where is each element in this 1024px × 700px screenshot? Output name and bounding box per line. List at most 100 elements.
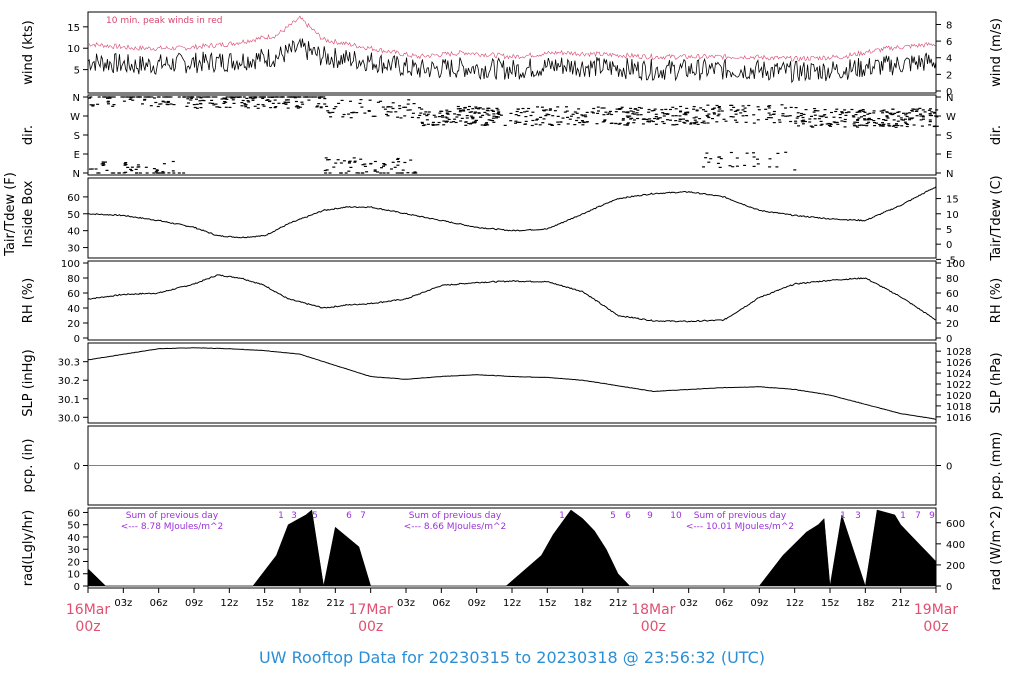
dir-mark: [741, 109, 745, 111]
dir-mark: [369, 163, 373, 165]
dir-mark: [478, 107, 482, 109]
dir-mark: [541, 122, 545, 124]
right-tick-label-slp: 1022: [946, 380, 971, 391]
dir-mark: [796, 112, 800, 114]
dir-mark: [286, 96, 290, 98]
dir-mark: [253, 97, 257, 99]
dir-mark: [881, 125, 885, 127]
dir-mark: [872, 112, 876, 114]
dir-mark: [90, 168, 94, 170]
dir-mark: [575, 119, 579, 122]
dir-mark: [521, 107, 525, 110]
dir-mark: [928, 119, 932, 121]
dir-mark: [778, 121, 782, 123]
dir-mark: [342, 160, 346, 162]
dir-mark: [128, 98, 132, 100]
dir-mark: [800, 112, 803, 115]
dir-mark: [885, 116, 889, 118]
dir-mark: [908, 117, 911, 119]
dir-mark: [296, 106, 300, 108]
dir-mark: [197, 96, 201, 98]
dir-mark: [636, 109, 640, 111]
dir-mark: [904, 118, 907, 120]
dir-mark: [702, 109, 705, 111]
dir-mark: [718, 106, 721, 108]
x-date-label-hour: 00z: [358, 619, 383, 635]
dir-mark: [189, 99, 193, 101]
dir-mark: [713, 107, 716, 109]
dir-mark: [646, 120, 650, 122]
dir-mark: [788, 115, 792, 117]
dir-mark: [156, 172, 160, 174]
dir-mark: [425, 115, 429, 117]
dir-mark: [470, 122, 474, 124]
dir-mark: [419, 112, 423, 114]
dir-mark: [150, 96, 154, 98]
dir-mark: [550, 124, 554, 126]
dir-mark: [120, 96, 124, 98]
dir-mark: [310, 96, 313, 98]
dir-mark: [485, 122, 489, 124]
dir-mark: [795, 117, 799, 119]
dir-mark: [394, 111, 398, 113]
dir-mark: [865, 125, 869, 127]
dir-mark: [548, 123, 551, 125]
x-tick-label: 15z: [821, 598, 839, 609]
dir-mark: [565, 106, 568, 108]
dir-mark: [503, 124, 507, 126]
dir-mark: [416, 117, 420, 119]
dir-mark: [637, 106, 641, 109]
dir-mark: [88, 168, 92, 170]
dir-mark: [212, 104, 216, 106]
x-tick-label: 09z: [185, 598, 203, 609]
dir-mark: [490, 109, 494, 111]
dir-mark: [277, 102, 281, 104]
dir-mark: [283, 101, 287, 103]
right-axis-label-wind: wind (m/s): [989, 18, 1004, 87]
dir-mark: [485, 109, 489, 111]
rad-hour-mark: 3: [291, 511, 297, 521]
dir-mark: [458, 114, 462, 116]
right-tick-label-temp: 15: [946, 195, 959, 206]
dir-mark: [97, 96, 101, 98]
dir-mark: [640, 107, 643, 109]
dir-mark: [437, 121, 441, 124]
dir-mark: [841, 112, 844, 114]
dir-mark: [112, 96, 116, 98]
dir-mark: [671, 106, 675, 108]
dir-mark: [818, 115, 822, 117]
dir-mark: [246, 107, 250, 109]
dir-mark: [632, 119, 636, 121]
dir-mark: [906, 123, 910, 125]
dir-mark: [912, 124, 916, 126]
dir-mark: [389, 106, 393, 108]
dir-mark: [339, 162, 343, 164]
dir-mark: [692, 106, 696, 108]
x-date-label-hour: 00z: [923, 619, 948, 635]
dir-mark: [491, 117, 495, 119]
dir-mark: [592, 112, 595, 114]
dir-mark: [177, 96, 181, 98]
dir-mark: [654, 116, 658, 118]
dir-mark: [141, 103, 144, 105]
dir-mark: [130, 96, 133, 98]
dir-mark: [355, 112, 359, 114]
dir-mark: [731, 166, 735, 168]
dir-mark: [295, 105, 299, 107]
rad-hour-mark: 9: [929, 511, 935, 521]
dir-mark: [514, 120, 518, 122]
dir-mark: [928, 124, 932, 126]
dir-mark: [195, 98, 198, 100]
dir-mark: [431, 121, 435, 123]
dir-mark: [473, 122, 476, 124]
dir-mark: [669, 108, 672, 111]
dir-mark: [840, 120, 844, 122]
left-tick-label-slp: 30.1: [58, 395, 80, 406]
dir-mark: [198, 100, 202, 102]
dir-mark: [835, 108, 839, 110]
dir-mark: [296, 107, 300, 109]
dir-mark: [882, 109, 886, 111]
dir-mark: [685, 119, 689, 122]
dir-mark: [647, 121, 651, 123]
